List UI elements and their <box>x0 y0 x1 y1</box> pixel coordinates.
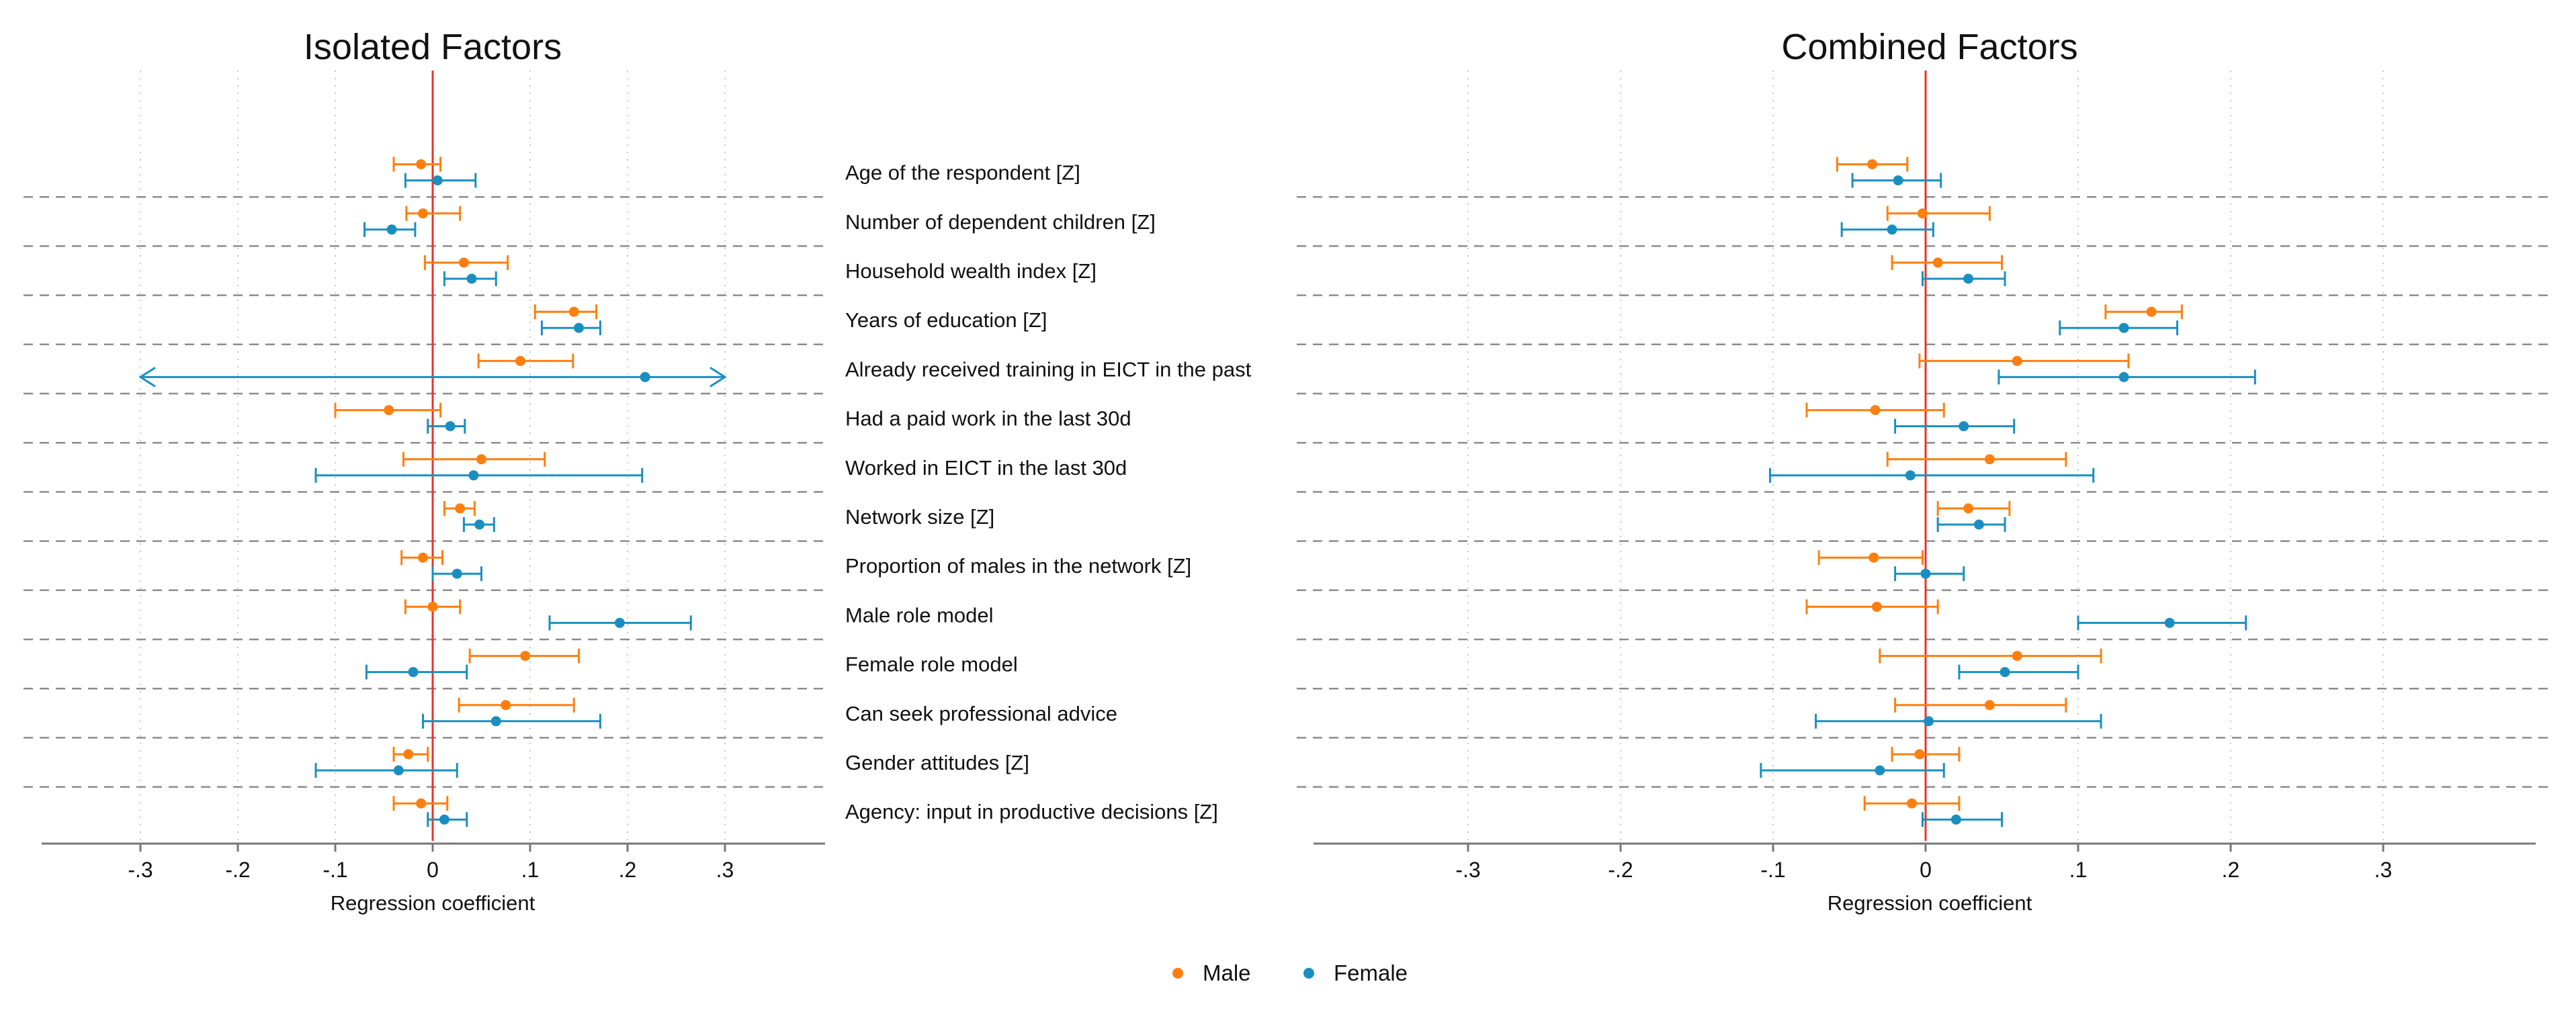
point-estimate-male <box>427 601 438 612</box>
point-estimate-female <box>393 765 404 776</box>
point-estimate-female <box>386 224 397 235</box>
legend-marker-male <box>1172 968 1183 979</box>
factor-label: Already received training in EICT in the… <box>845 357 1252 381</box>
point-estimate-female <box>1905 470 1916 481</box>
point-estimate-male <box>1867 159 1878 170</box>
point-estimate-female <box>468 470 479 481</box>
point-estimate-male <box>2012 355 2022 366</box>
point-estimate-female <box>1950 814 1961 825</box>
point-estimate-male <box>1914 749 1925 760</box>
point-estimate-female <box>1920 568 1931 579</box>
factor-label: Age of the respondent [Z] <box>845 161 1080 185</box>
point-estimate-male <box>1984 700 1995 711</box>
legend-marker-female <box>1303 968 1314 979</box>
x-tick-label: .2 <box>2222 858 2240 882</box>
point-estimate-female <box>614 617 625 628</box>
factor-label: Gender attitudes [Z] <box>845 751 1029 774</box>
x-tick-label: .3 <box>2374 858 2393 882</box>
point-estimate-male <box>458 257 469 268</box>
point-estimate-female <box>1973 519 1984 530</box>
x-tick-label: 0 <box>427 858 439 882</box>
point-estimate-female <box>2164 617 2175 628</box>
point-estimate-male <box>1870 405 1881 416</box>
point-estimate-female <box>1924 716 1934 727</box>
factor-label: Household wealth index [Z] <box>845 259 1097 283</box>
x-tick-label: .1 <box>2069 858 2088 882</box>
point-estimate-female <box>466 273 477 284</box>
legend-label-male: Male <box>1203 960 1251 985</box>
factor-label: Can seek professional advice <box>845 702 1117 725</box>
point-estimate-female <box>574 322 584 333</box>
point-estimate-female <box>439 814 449 825</box>
factor-label: Agency: input in productive decisions [Z… <box>845 800 1218 823</box>
point-estimate-male <box>2012 651 2022 662</box>
chart-title-isolated: Isolated Factors <box>304 27 562 67</box>
panel-isolated: -.3 -.2 -.1 0 .1 .2 .3 Age of the respondent [Z… <box>24 71 1252 882</box>
point-estimate-female <box>408 667 419 678</box>
x-tick-label: -.1 <box>1760 858 1785 882</box>
chart-title-combined: Combined Factors <box>1781 27 2077 67</box>
point-estimate-female <box>1875 765 1885 776</box>
point-estimate-male <box>418 552 428 563</box>
factor-label: Years of education [Z] <box>845 308 1047 332</box>
x-tick-label: .2 <box>619 858 637 882</box>
panel-combined: -.3 -.2 -.1 0 .1 .2 .3 <box>1297 71 2552 882</box>
x-axis-label-isolated: Regression coefficient <box>331 891 535 915</box>
point-estimate-female <box>1959 421 1969 432</box>
ci-arrow-female <box>710 367 727 388</box>
point-estimate-female <box>452 568 462 579</box>
point-estimate-female <box>1887 224 1897 235</box>
x-tick-label: 0 <box>1920 858 1932 882</box>
point-estimate-male <box>455 503 466 514</box>
point-estimate-female <box>490 716 501 727</box>
point-estimate-female <box>2118 322 2129 333</box>
point-estimate-male <box>2146 306 2157 317</box>
point-estimate-male <box>476 454 486 465</box>
point-estimate-male <box>403 749 414 760</box>
factor-label: Network size [Z] <box>845 505 994 529</box>
point-estimate-male <box>416 798 427 809</box>
point-estimate-male <box>520 651 531 662</box>
point-estimate-female <box>1893 175 1903 186</box>
legend: Male Female <box>1172 960 1408 985</box>
x-tick-label: -.3 <box>128 858 153 882</box>
x-tick-label: -.3 <box>1455 858 1480 882</box>
factor-label: Number of dependent children [Z] <box>845 210 1156 234</box>
point-estimate-male <box>1869 552 1879 563</box>
legend-label-female: Female <box>1334 960 1408 985</box>
point-estimate-male <box>1907 798 1918 809</box>
point-estimate-male <box>568 306 579 317</box>
point-estimate-male <box>515 355 525 366</box>
point-estimate-male <box>501 700 511 711</box>
point-estimate-female <box>432 175 443 186</box>
point-estimate-female <box>445 421 456 432</box>
point-estimate-female <box>2000 667 2010 678</box>
point-estimate-female <box>2118 371 2129 382</box>
point-estimate-male <box>1984 454 1995 465</box>
point-estimate-male <box>418 208 428 219</box>
point-estimate-female <box>474 519 485 530</box>
point-estimate-male <box>1871 601 1882 612</box>
factor-label: Male role model <box>845 603 994 627</box>
factor-label: Female role model <box>845 653 1018 676</box>
x-tick-label: .1 <box>521 858 540 882</box>
point-estimate-male <box>1932 257 1943 268</box>
point-estimate-male <box>1917 208 1928 219</box>
factor-label: Worked in EICT in the last 30d <box>845 456 1127 480</box>
point-estimate-male <box>1963 503 1974 514</box>
point-estimate-male <box>384 405 394 416</box>
x-tick-label: .3 <box>716 858 734 882</box>
ci-arrow-female <box>138 367 156 388</box>
x-axis-label-combined: Regression coefficient <box>1828 891 2032 915</box>
x-tick-label: -.1 <box>323 858 347 882</box>
factor-label: Had a paid work in the last 30d <box>845 407 1131 431</box>
factor-label: Proportion of males in the network [Z] <box>845 554 1191 578</box>
point-estimate-female <box>640 371 650 382</box>
point-estimate-female <box>1963 273 1974 284</box>
x-tick-label: -.2 <box>1608 858 1633 882</box>
point-estimate-male <box>416 159 427 170</box>
x-tick-label: -.2 <box>225 858 250 882</box>
